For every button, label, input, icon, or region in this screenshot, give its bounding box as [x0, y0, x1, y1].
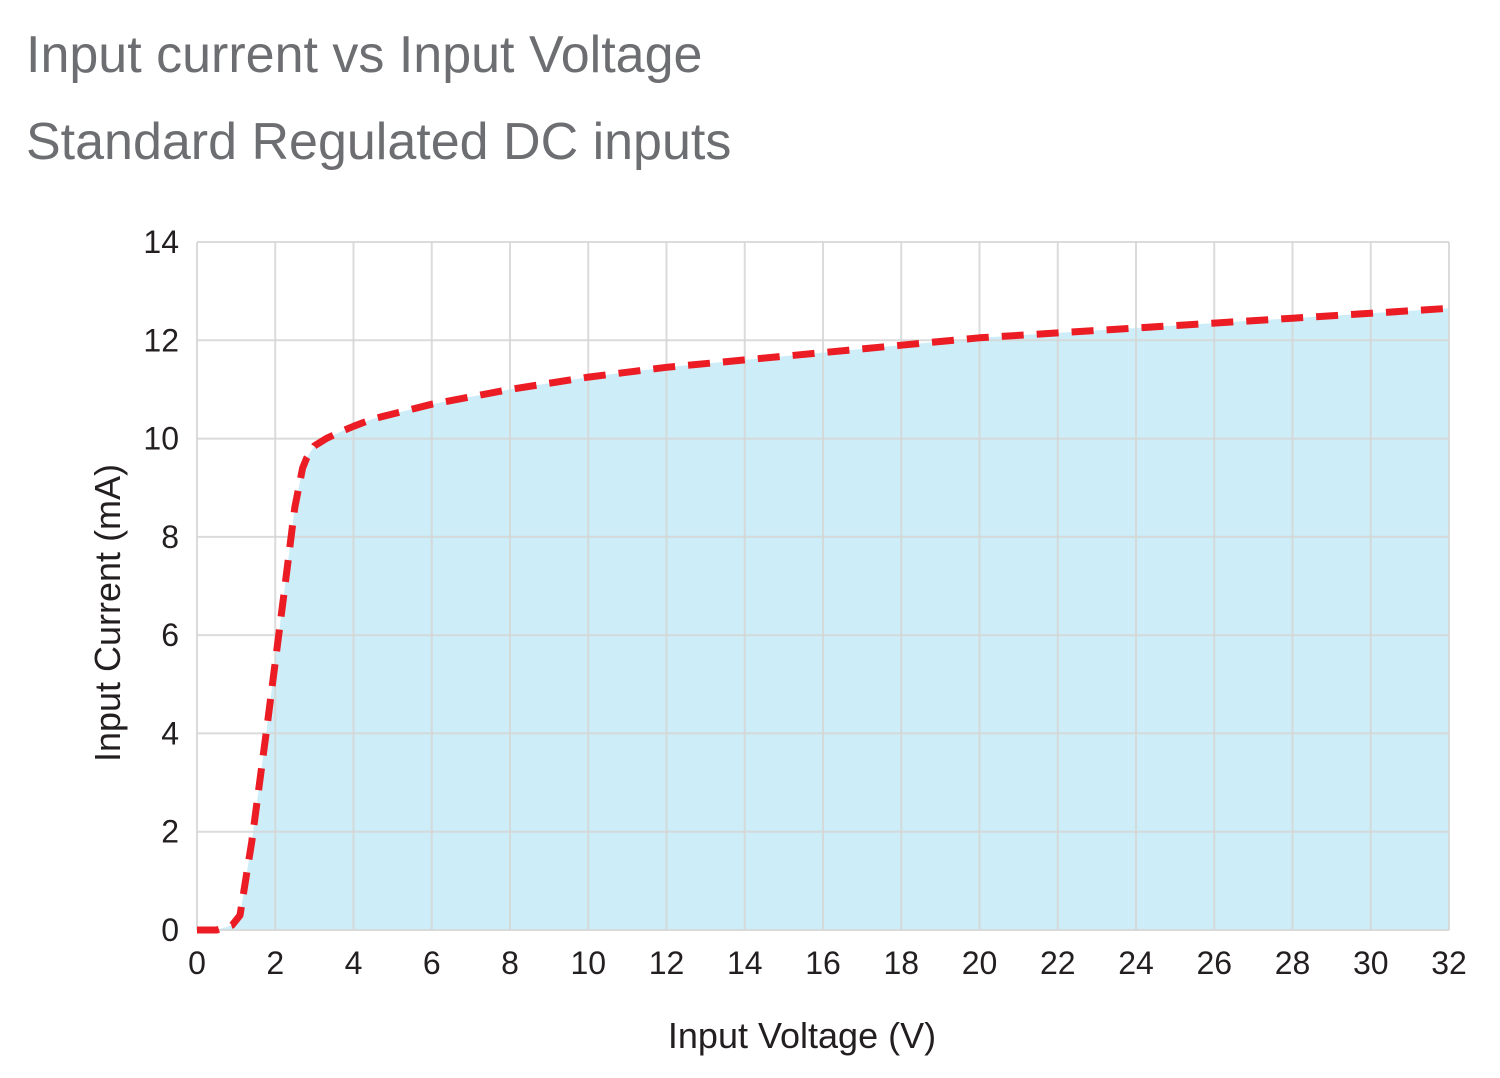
x-tick-label: 24 — [1118, 945, 1154, 981]
x-tick-label: 30 — [1353, 945, 1389, 981]
x-tick-label: 6 — [423, 945, 441, 981]
x-tick-label: 14 — [727, 945, 763, 981]
x-tick-label: 0 — [188, 945, 206, 981]
y-tick-label: 0 — [161, 912, 179, 948]
y-tick-label: 6 — [161, 617, 179, 653]
chart-header: Input current vs Input Voltage Standard … — [26, 12, 731, 186]
x-tick-label: 28 — [1275, 945, 1311, 981]
y-tick-label: 4 — [161, 715, 179, 751]
x-tick-label: 32 — [1431, 945, 1467, 981]
x-tick-label: 26 — [1196, 945, 1232, 981]
curve-layer — [197, 304, 1450, 934]
x-tick-label: 22 — [1040, 945, 1076, 981]
y-tick-label: 2 — [161, 814, 179, 850]
x-axis-label: Input Voltage (V) — [668, 1015, 936, 1056]
x-tick-label: 16 — [805, 945, 841, 981]
y-tick-label: 12 — [143, 322, 179, 358]
x-tick-label: 12 — [649, 945, 685, 981]
y-tick-label: 10 — [143, 421, 179, 457]
grid-layer — [196, 241, 1450, 931]
chart-title: Input current vs Input Voltage — [26, 26, 703, 84]
y-tick-label: 8 — [161, 519, 179, 555]
x-tick-label: 2 — [266, 945, 284, 981]
x-tick-label: 10 — [570, 945, 606, 981]
x-tick-label: 18 — [883, 945, 919, 981]
y-tick-label: 14 — [143, 224, 179, 260]
x-tick-label: 20 — [962, 945, 998, 981]
x-tick-label: 8 — [501, 945, 519, 981]
current-curve — [197, 304, 1450, 934]
chart-subtitle: Standard Regulated DC inputs — [26, 113, 732, 171]
y-axis-label: Input Current (mA) — [87, 464, 128, 762]
x-tick-label: 4 — [345, 945, 363, 981]
